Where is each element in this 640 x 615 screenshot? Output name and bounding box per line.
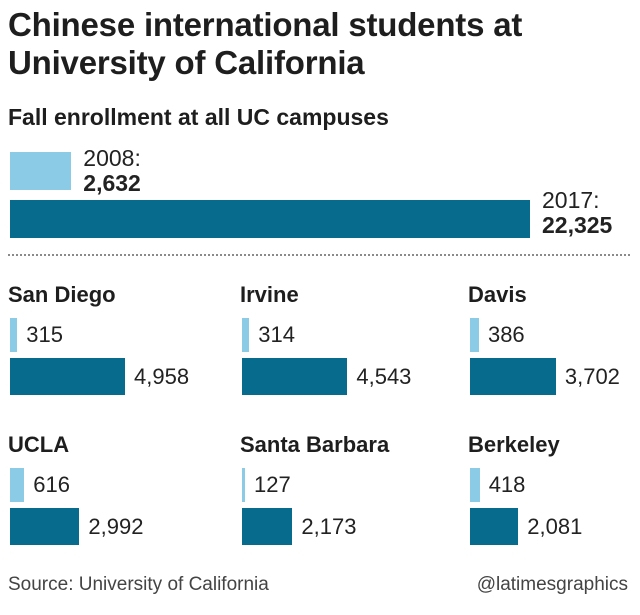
campus-name-irvine: Irvine [240,282,299,307]
bar-2008-berkeley [470,468,480,502]
bar-2008-santa-barbara [242,468,245,502]
chart-subtitle: Fall enrollment at all UC campuses [8,104,389,130]
bar-2008-irvine [242,318,250,352]
bar-2008-san-diego [10,318,18,352]
bar-2008-ucla [10,468,25,502]
campus-name-ucla: UCLA [8,432,70,457]
value-2008-davis: 386 [487,322,525,347]
total-year-2008: 2008: [83,145,141,171]
campus-name-san-diego: San Diego [8,282,116,307]
total-bar-2008 [10,152,72,190]
campus-name-davis: Davis [468,282,527,307]
total-value-2008: 2,632 [83,170,141,196]
section-divider [8,254,630,256]
source-note: Source: University of California [8,574,269,595]
bar-2017-berkeley [470,508,519,545]
bar-2017-san-diego [10,358,125,395]
campus-name-berkeley: Berkeley [468,432,560,457]
bar-2017-irvine [242,358,348,395]
chart-title: Chinese international students at Univer… [8,6,523,81]
campus-name-santa-barbara: Santa Barbara [240,432,390,457]
total-year-2017: 2017: [542,187,600,213]
value-2017-irvine: 4,543 [356,364,412,389]
value-2017-san-diego: 4,958 [134,364,190,389]
total-value-2017: 22,325 [542,212,613,238]
value-2008-ucla: 616 [33,472,70,497]
value-2017-berkeley: 2,081 [527,514,583,539]
credit-handle: @latimesgraphics [476,574,628,595]
bar-2017-ucla [10,508,80,545]
total-label-2017: 2017: 22,325 [542,188,612,238]
value-2008-berkeley: 418 [488,472,526,497]
bar-2008-davis [470,318,479,352]
value-2008-san-diego: 315 [26,322,64,347]
value-2017-santa-barbara: 2,173 [301,514,357,539]
value-2017-davis: 3,702 [564,364,620,389]
total-bar-2017 [10,200,530,238]
value-2008-santa-barbara: 127 [254,472,291,497]
value-2017-ucla: 2,992 [88,514,144,539]
bar-2017-davis [470,358,556,395]
total-label-2008: 2008: 2,632 [83,146,141,196]
value-2008-irvine: 314 [258,322,295,347]
bar-2017-santa-barbara [242,508,293,545]
